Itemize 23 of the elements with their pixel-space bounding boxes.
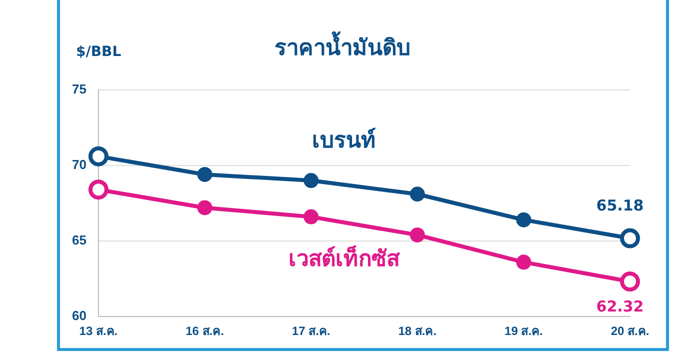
data-label: 62.32 bbox=[596, 298, 644, 316]
point bbox=[304, 173, 319, 188]
point bbox=[410, 186, 425, 202]
x-tick-label: 20 ส.ค. bbox=[610, 324, 650, 338]
series-label: เวสต์เท็กซัส bbox=[288, 244, 401, 271]
series-label: เบรนท์ bbox=[312, 127, 376, 152]
x-tick-label: 17 ส.ค. bbox=[292, 324, 330, 338]
point bbox=[197, 200, 212, 216]
x-tick-label: 13 ส.ค. bbox=[79, 324, 118, 338]
point bbox=[516, 212, 532, 228]
y-tick-label: 60 bbox=[72, 308, 86, 324]
y-axis-title: $/BBL bbox=[76, 44, 122, 60]
y-tick-label: 75 bbox=[72, 81, 86, 96]
point bbox=[410, 227, 425, 242]
point bbox=[516, 254, 532, 270]
point bbox=[304, 209, 319, 224]
x-tick-label: 18 ส.ค. bbox=[398, 324, 437, 338]
x-tick-label: 19 ส.ค. bbox=[504, 324, 543, 338]
y-tick-label: 65 bbox=[72, 232, 86, 248]
y-tick-label: 70 bbox=[72, 156, 86, 172]
x-tick-label: 16 ส.ค. bbox=[186, 324, 224, 338]
data-label: 65.18 bbox=[596, 196, 644, 214]
point bbox=[197, 166, 212, 182]
